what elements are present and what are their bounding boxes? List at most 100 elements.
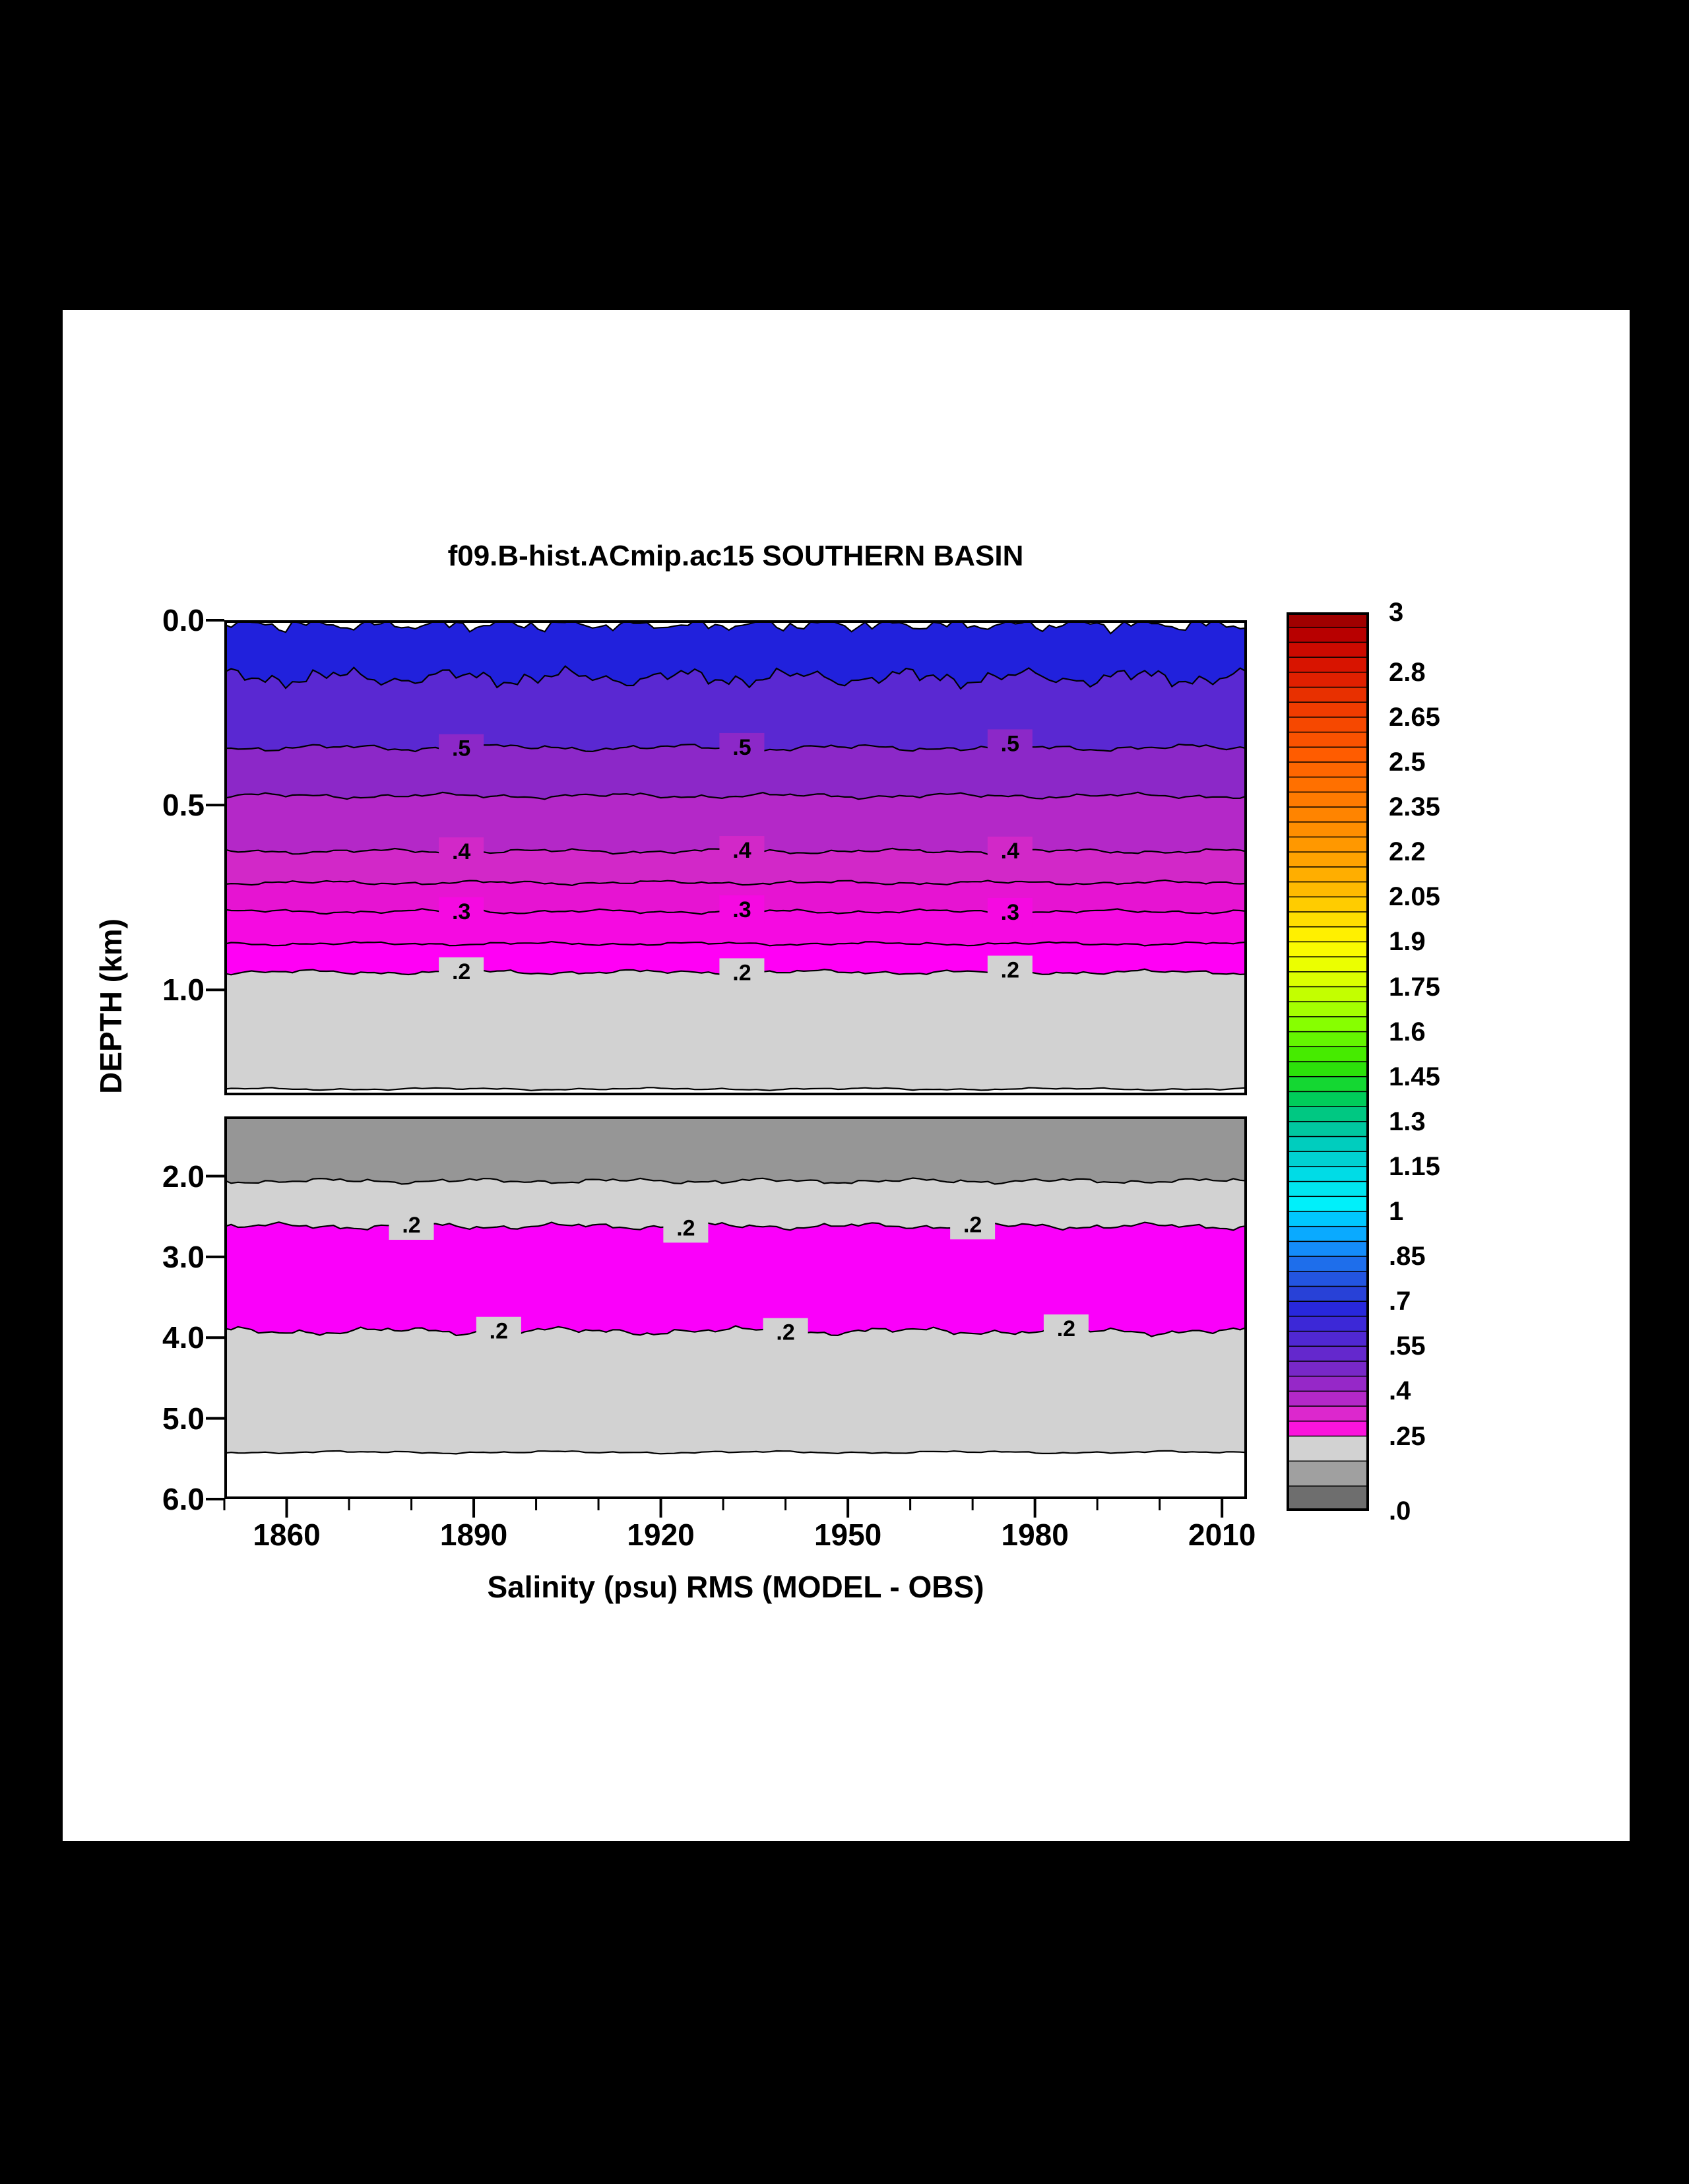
colorbar-segment <box>1287 1061 1369 1078</box>
contour-label-bg <box>476 1316 521 1346</box>
y-tick-label: 4.0 <box>162 1320 205 1355</box>
colorbar-label: 1.75 <box>1389 972 1440 1002</box>
contour-label: .2 <box>963 1212 982 1237</box>
contour-label: .5 <box>732 735 751 760</box>
contour-label-bg <box>663 1213 709 1243</box>
colorbar-label: 1.3 <box>1389 1107 1426 1136</box>
contour-label: .4 <box>1001 839 1019 864</box>
contour-label-bg <box>1043 1314 1089 1344</box>
contour-label-bg <box>987 729 1033 759</box>
colorbar-segment <box>1287 1031 1369 1048</box>
contour-label-bg <box>719 895 765 924</box>
colorbar-segment <box>1287 1046 1369 1063</box>
colorbar-label: .85 <box>1389 1242 1426 1271</box>
colorbar-segment <box>1287 986 1369 1003</box>
colorbar-label: .7 <box>1389 1287 1411 1316</box>
colorbar-segment <box>1287 746 1369 763</box>
colorbar-segment <box>1287 1361 1369 1378</box>
contour-line <box>224 879 1247 887</box>
colorbar-segment <box>1287 761 1369 779</box>
upper-panel-contour: .5 .5 .5 .4 .4 .4 .3 .3 .3 .2 .2 .2 <box>224 620 1247 1095</box>
contour-label: .2 <box>1001 957 1019 982</box>
contour-line <box>224 791 1247 800</box>
colorbar-segment <box>1287 1460 1369 1487</box>
colorbar-segment <box>1287 1180 1369 1198</box>
contour-line <box>224 1087 1247 1091</box>
colorbar-label: 1.45 <box>1389 1062 1440 1091</box>
contour-label-bg <box>439 734 484 763</box>
chart-title: f09.B-hist.ACmip.ac15 SOUTHERN BASIN <box>447 540 1024 572</box>
contour-label: .2 <box>490 1319 508 1344</box>
colorbar-segment <box>1287 1166 1369 1182</box>
colorbar-label: 1 <box>1389 1197 1404 1226</box>
colorbar-label: 2.8 <box>1389 657 1426 687</box>
colorbar-segment <box>1287 836 1369 853</box>
contour-label-bg <box>719 732 765 762</box>
colorbar-segment <box>1287 1091 1369 1108</box>
x-axis-title: Salinity (psu) RMS (MODEL - OBS) <box>487 1570 984 1604</box>
contour-line <box>224 1450 1247 1455</box>
contour-label: .3 <box>452 899 470 924</box>
contour-label: .2 <box>452 959 470 984</box>
contour-label: .4 <box>452 839 470 864</box>
colorbar-segment <box>1287 1151 1369 1168</box>
colorbar-label: .0 <box>1389 1496 1411 1526</box>
colorbar-segment <box>1287 717 1369 733</box>
contour-label-bg <box>763 1318 808 1347</box>
contour-band <box>224 1116 1247 1184</box>
colorbar-label: 1.6 <box>1389 1017 1426 1046</box>
y-tick-label: 3.0 <box>162 1239 205 1274</box>
colorbar-segment <box>1287 1421 1369 1437</box>
y-tick-label: 0.5 <box>162 788 205 823</box>
contour-label-bg <box>719 958 765 988</box>
colorbar-segment <box>1287 1136 1369 1153</box>
colorbar-label: 2.65 <box>1389 702 1440 732</box>
colorbar-segment <box>1287 1375 1369 1392</box>
colorbar-segment <box>1287 776 1369 793</box>
colorbar-label: 2.2 <box>1389 837 1426 867</box>
colorbar-label: 1.15 <box>1389 1151 1440 1181</box>
colorbar-segment <box>1287 956 1369 973</box>
colorbar-segment <box>1287 701 1369 719</box>
colorbar-segment <box>1287 1256 1369 1273</box>
colorbar-segment <box>1287 1301 1369 1318</box>
contour-band <box>224 1222 1247 1337</box>
colorbar-segment <box>1287 626 1369 643</box>
contour-band <box>224 620 1247 689</box>
contour-label: .2 <box>732 960 751 985</box>
colorbar-label: 2.5 <box>1389 748 1426 777</box>
contour-band <box>224 1178 1247 1231</box>
colorbar-segment <box>1287 1345 1369 1363</box>
colorbar-segment <box>1287 1330 1369 1347</box>
colorbar-segment <box>1287 1121 1369 1138</box>
colorbar-segment <box>1287 1435 1369 1462</box>
contour-line <box>224 664 1247 690</box>
contour-label: .2 <box>1057 1316 1075 1341</box>
contour-label: .3 <box>732 897 751 922</box>
contour-label-bg <box>439 897 484 926</box>
contour-band <box>224 969 1247 1091</box>
colorbar-segment <box>1287 686 1369 703</box>
colorbar-label: 2.35 <box>1389 792 1440 822</box>
contour-label: .4 <box>732 838 751 863</box>
x-tick-label: 1980 <box>1001 1518 1069 1552</box>
y-tick-label: 1.0 <box>162 973 205 1008</box>
contour-label: .2 <box>676 1215 695 1240</box>
colorbar-segment <box>1287 941 1369 958</box>
contour-label-bg <box>719 836 765 866</box>
colorbar-segment <box>1287 851 1369 868</box>
x-tick-label: 1860 <box>253 1518 321 1552</box>
contour-label-bg <box>439 837 484 867</box>
colorbar-segment <box>1287 1271 1369 1287</box>
panel-border <box>224 1116 1247 1499</box>
colorbar-segment <box>1287 911 1369 928</box>
colorbar-segment <box>1287 1225 1369 1242</box>
panel-border <box>224 620 1247 1095</box>
colorbar-segment <box>1287 1405 1369 1423</box>
colorbar-segment <box>1287 1196 1369 1213</box>
y-tick-label: 0.0 <box>162 603 205 637</box>
y-tick-label: 6.0 <box>162 1482 205 1516</box>
colorbar-label: .55 <box>1389 1332 1426 1361</box>
colorbar-segment <box>1287 806 1369 823</box>
